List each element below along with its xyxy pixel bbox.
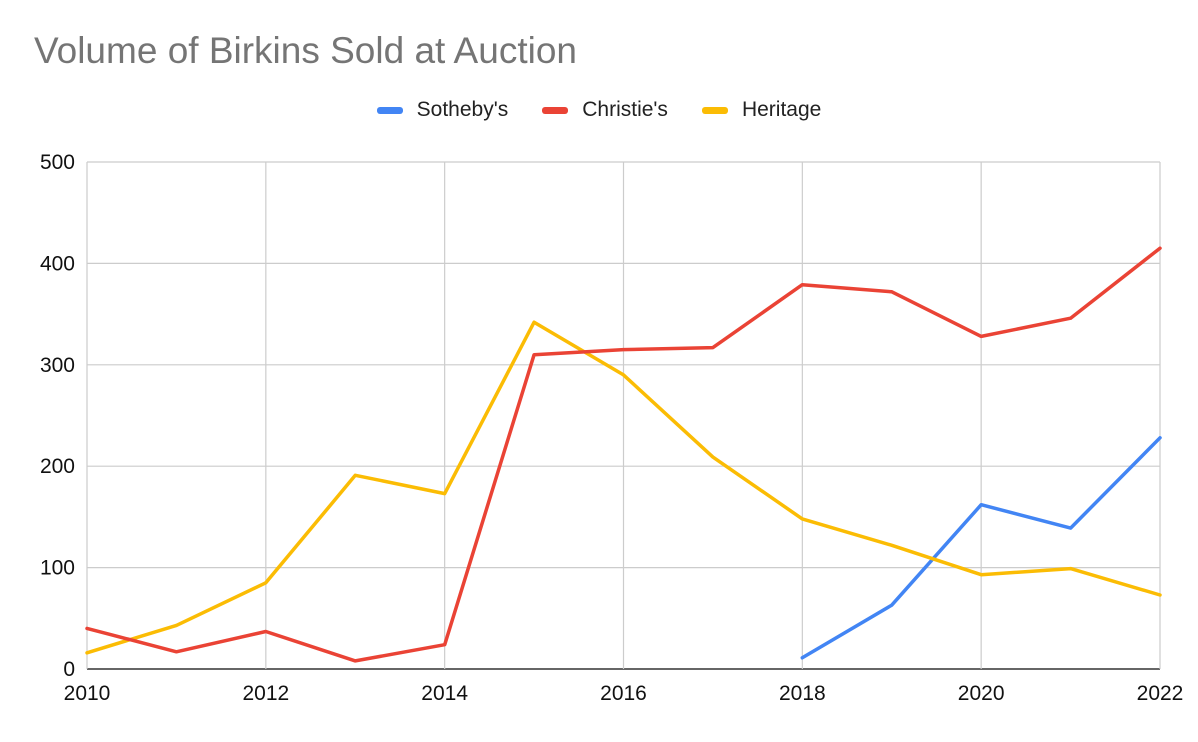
y-tick-label: 400: [40, 252, 75, 275]
y-tick-label: 0: [63, 658, 75, 681]
legend-swatch-christies: [542, 106, 569, 114]
x-tick-label: 2018: [779, 682, 826, 705]
x-tick-label: 2012: [242, 682, 289, 705]
x-tick-label: 2014: [421, 682, 468, 705]
y-tick-label: 300: [40, 354, 75, 377]
y-tick-label: 200: [40, 455, 75, 478]
legend-item-christies: Christie's: [542, 98, 668, 122]
legend-label-christies: Christie's: [582, 98, 668, 121]
series-line-christies: [85, 246, 1162, 663]
legend-label-heritage: Heritage: [741, 98, 822, 121]
x-tick-label: 2010: [64, 682, 111, 705]
chart-title: Volume of Birkins Sold at Auction: [34, 30, 577, 71]
x-tick-label: 2016: [600, 682, 647, 705]
legend-swatch-heritage: [701, 106, 728, 114]
grid-lines: [86, 161, 1161, 670]
y-tick-label: 100: [40, 557, 75, 580]
y-tick-label: 500: [40, 151, 75, 174]
series-line-sothebys: [800, 436, 1162, 660]
legend-item-sothebys: Sotheby's: [376, 98, 509, 122]
series-lines: [85, 246, 1162, 663]
x-tick-label: 2020: [958, 682, 1005, 705]
x-tick-label: 2022: [1137, 682, 1184, 705]
legend-item-heritage: Heritage: [701, 98, 822, 122]
legend-label-sothebys: Sotheby's: [416, 98, 509, 121]
legend: Sotheby's Christie's Heritage: [0, 98, 1198, 122]
tick-labels: 0 100 200 300 400 500 2010 2012 2014 2016 2018 2020…: [40, 151, 1183, 705]
series-line-heritage: [85, 320, 1162, 655]
legend-swatch-sothebys: [376, 106, 403, 114]
